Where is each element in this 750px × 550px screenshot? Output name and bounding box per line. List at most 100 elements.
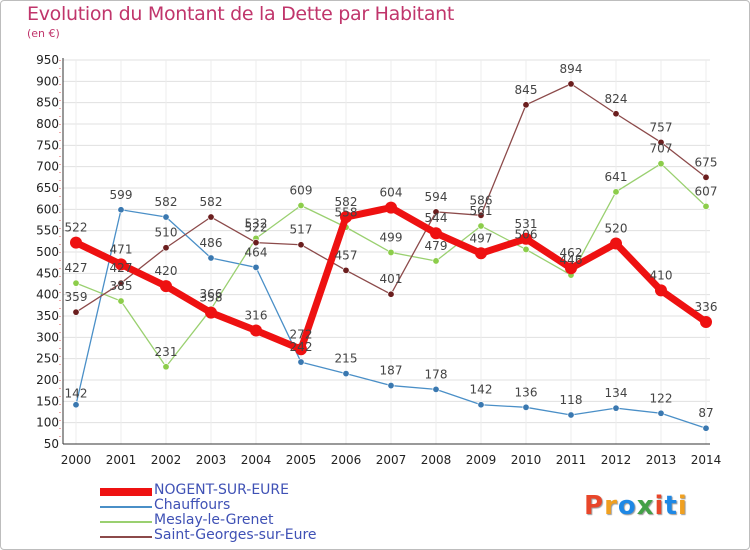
data-label: 464	[245, 245, 268, 259]
data-point	[297, 241, 305, 249]
data-label: 187	[380, 364, 403, 378]
data-label: 499	[380, 230, 403, 244]
data-label: 122	[650, 391, 673, 405]
data-label: 427	[65, 261, 88, 275]
data-point	[520, 232, 532, 245]
data-point	[702, 173, 710, 181]
y-tick-label: 550	[36, 224, 59, 238]
data-point	[387, 382, 395, 390]
legend-label: Saint-Georges-sur-Eure	[154, 527, 317, 543]
data-point	[475, 247, 487, 260]
data-point	[207, 213, 215, 221]
data-label: 675	[695, 155, 718, 169]
data-point	[162, 363, 170, 371]
data-label: 359	[65, 290, 88, 304]
logo-letter: r	[604, 491, 618, 521]
x-tick-label: 2008	[421, 453, 452, 467]
data-label: 582	[335, 195, 358, 209]
data-label: 510	[155, 226, 178, 240]
data-label: 609	[290, 183, 313, 197]
data-point	[567, 411, 575, 419]
data-label: 586	[470, 193, 493, 207]
data-label: 506	[515, 227, 538, 241]
data-point	[297, 358, 305, 366]
x-tick-label: 2001	[106, 453, 137, 467]
data-point	[297, 201, 305, 209]
y-tick-label: 450	[36, 266, 59, 280]
data-label: 532	[245, 216, 268, 230]
x-tick-label: 2005	[286, 453, 317, 467]
data-label: 582	[200, 195, 223, 209]
y-tick-label: 400	[36, 288, 59, 302]
y-tick-label: 100	[36, 416, 59, 430]
data-label: 641	[605, 170, 628, 184]
data-label: 385	[110, 279, 133, 293]
logo-letter: t	[664, 491, 678, 521]
data-point	[72, 401, 80, 409]
legend-swatch	[100, 506, 152, 508]
data-label: 517	[290, 223, 313, 237]
data-label: 531	[515, 217, 538, 231]
x-tick-label: 2010	[511, 453, 542, 467]
data-label: 594	[425, 190, 448, 204]
y-tick-label: 650	[36, 181, 59, 195]
data-label: 604	[380, 186, 403, 200]
data-point	[522, 245, 530, 253]
chart-subtitle: (en €)	[27, 27, 60, 40]
y-tick-label: 300	[36, 330, 59, 344]
data-point	[160, 280, 172, 293]
logo-letter: i	[677, 491, 688, 521]
data-point	[477, 211, 485, 219]
data-point	[657, 409, 665, 417]
data-point	[612, 110, 620, 118]
data-point	[162, 244, 170, 252]
data-point	[250, 324, 262, 337]
data-point	[205, 306, 217, 319]
data-point	[117, 297, 125, 305]
data-point	[432, 208, 440, 216]
data-point	[72, 279, 80, 287]
data-label: 582	[155, 195, 178, 209]
x-tick-label: 2012	[601, 453, 632, 467]
y-tick-label: 200	[36, 373, 59, 387]
logo-letter: o	[617, 491, 637, 521]
data-label: 336	[695, 300, 718, 314]
data-point	[477, 222, 485, 230]
proxiti-logo: Proxiti	[584, 491, 688, 521]
data-label: 420	[155, 264, 178, 278]
logo-letter: x	[636, 491, 655, 521]
data-label: 757	[650, 120, 673, 134]
data-point	[115, 258, 127, 271]
data-label: 231	[155, 345, 178, 359]
y-tick-label: 50	[44, 437, 59, 451]
data-label: 544	[425, 211, 448, 225]
data-label: 215	[335, 352, 358, 366]
data-point	[702, 202, 710, 210]
data-point	[252, 263, 260, 271]
data-point	[295, 343, 307, 356]
data-label: 142	[65, 387, 88, 401]
y-tick-label: 150	[36, 394, 59, 408]
y-tick-label: 250	[36, 352, 59, 366]
data-label: 427	[110, 261, 133, 275]
line-chart: 50 100 150 200 250 300 350 400 450 500 550 600 650 70…	[36, 53, 722, 467]
data-point	[657, 160, 665, 168]
x-tick-label: 2004	[241, 453, 272, 467]
data-point	[70, 236, 82, 249]
data-label: 599	[110, 188, 133, 202]
x-tick-label: 2014	[691, 453, 722, 467]
data-label: 410	[650, 268, 673, 282]
data-point	[432, 385, 440, 393]
data-point	[430, 227, 442, 240]
data-label: 522	[245, 221, 268, 235]
data-point	[477, 401, 485, 409]
data-label: 845	[515, 83, 538, 97]
data-label: 607	[695, 184, 718, 198]
legend-label: Chauffours	[154, 497, 231, 513]
data-point	[700, 315, 712, 328]
data-point	[385, 201, 397, 214]
data-point	[72, 308, 80, 316]
data-point	[610, 237, 622, 250]
legend-label: Meslay-le-Grenet	[154, 512, 274, 528]
data-label: 242	[290, 340, 313, 354]
